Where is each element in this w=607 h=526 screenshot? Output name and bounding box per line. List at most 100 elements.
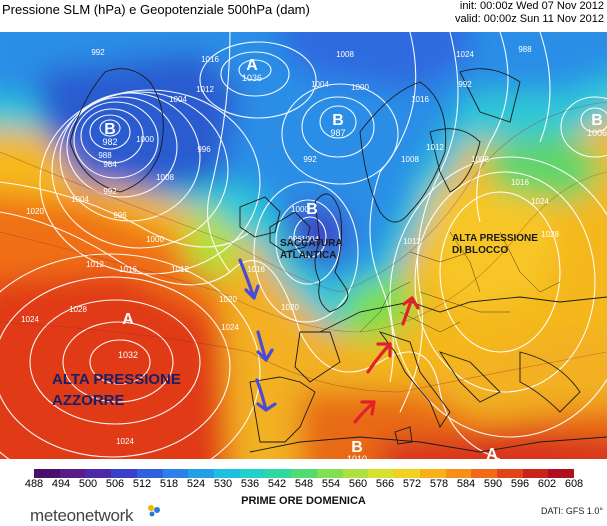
isobar-label: 1004 xyxy=(71,195,89,204)
geopotential-contours xyxy=(0,101,607,393)
low-pressure-value: 1010 xyxy=(347,454,367,459)
scale-tick: 512 xyxy=(132,478,152,490)
isobar-label: 984 xyxy=(103,160,117,169)
scale-swatch xyxy=(445,469,472,478)
scale-swatch xyxy=(548,469,575,478)
low-pressure-marker: B xyxy=(104,121,116,138)
isobar-label: 1008 xyxy=(336,50,354,59)
borders xyxy=(359,231,561,333)
scale-swatch xyxy=(188,469,215,478)
arrow-icon xyxy=(366,342,392,374)
warm-flow-arrows xyxy=(353,296,420,424)
isobar-label: 1016 xyxy=(201,55,219,64)
scale-tick: 584 xyxy=(456,478,476,490)
scale-caption: PRIME ORE DOMENICA xyxy=(241,495,366,507)
isobar-label: 1024 xyxy=(531,197,549,206)
scale-tick: 560 xyxy=(348,478,368,490)
scale-swatch xyxy=(59,469,86,478)
isobar-label: 1020 xyxy=(219,295,237,304)
low-pressure-value: 1006 xyxy=(587,128,607,138)
scale-swatch xyxy=(368,469,395,478)
blocco-label-line2: DI BLOCCO xyxy=(452,245,508,256)
color-scale xyxy=(34,469,575,478)
scale-swatch xyxy=(522,469,549,478)
saccatura-label-line1: SACCATURA xyxy=(280,238,343,249)
isobar-label: 1008 xyxy=(471,155,489,164)
isobar-label: 996 xyxy=(197,145,211,154)
scale-swatch xyxy=(136,469,163,478)
isobar-label: 1004 xyxy=(301,235,319,244)
isobar-label: 996 xyxy=(113,211,127,220)
scale-tick: 506 xyxy=(105,478,125,490)
high-pressure-marker: A xyxy=(486,446,498,459)
azzorre-label-line2: AZZORRE xyxy=(52,392,125,409)
scale-tick: 518 xyxy=(159,478,179,490)
scale-swatch xyxy=(162,469,189,478)
low-pressure-marker: B xyxy=(306,201,318,218)
scale-tick: 566 xyxy=(375,478,395,490)
scale-tick: 536 xyxy=(240,478,260,490)
isobar-label: 988 xyxy=(98,151,112,160)
scale-tick: 542 xyxy=(267,478,287,490)
scale-swatch xyxy=(394,469,420,478)
scale-swatch xyxy=(316,469,343,478)
isobar-label: 1028 xyxy=(541,230,559,239)
coastlines xyxy=(69,68,607,453)
init-time: init: 00:00z Wed 07 Nov 2012 xyxy=(459,0,604,12)
scale-tick: 488 xyxy=(24,478,44,490)
high-pressure-value: 1036 xyxy=(242,73,262,83)
data-source: DATI: GFS 1.0° xyxy=(541,506,603,516)
arrow-icon xyxy=(255,378,268,412)
scale-tick: 572 xyxy=(402,478,422,490)
scale-tick: 554 xyxy=(321,478,341,490)
isobar-label: 1016 xyxy=(511,178,529,187)
isobar-label: 1012 xyxy=(426,143,444,152)
scale-swatch xyxy=(419,469,446,478)
scale-tick: 548 xyxy=(294,478,314,490)
scale-swatch xyxy=(214,469,240,478)
high-pressure-marker: A xyxy=(122,311,134,328)
scale-tick: 590 xyxy=(483,478,503,490)
scale-tick: 602 xyxy=(537,478,557,490)
scale-swatch xyxy=(34,469,60,478)
isobar-label: 1000 xyxy=(146,235,164,244)
scale-tick: 524 xyxy=(186,478,206,490)
low-pressure-value: 982 xyxy=(102,137,117,147)
scale-swatch xyxy=(471,469,497,478)
isobar-label: 992 xyxy=(103,187,117,196)
scale-tick: 578 xyxy=(429,478,449,490)
isobar-label: 1012 xyxy=(403,237,421,246)
scale-swatch xyxy=(239,469,266,478)
isobar-label: 1000 xyxy=(136,135,154,144)
isobar-label: 1012 xyxy=(86,260,104,269)
isobar-label: 1016 xyxy=(119,265,137,274)
scale-swatch xyxy=(85,469,112,478)
low-pressure-marker: B xyxy=(332,112,344,129)
isobar-label: 1028 xyxy=(69,305,87,314)
high-pressure-value: 1032 xyxy=(118,350,138,360)
scale-swatch xyxy=(265,469,292,478)
valid-time: valid: 00:00z Sun 11 Nov 2012 xyxy=(454,13,604,25)
isobar-label: 1016 xyxy=(411,95,429,104)
isobar-label: 1024 xyxy=(116,437,134,446)
isobar-label: 1012 xyxy=(171,265,189,274)
isobar-label: 992 xyxy=(91,48,105,57)
pressure-centers: B 982 A 1036 B 987 B 1006 B A 1032 B 101… xyxy=(102,57,607,459)
map-title: Pressione SLM (hPa) e Geopotenziale 500h… xyxy=(2,2,310,17)
isobar-label: 1024 xyxy=(21,315,39,324)
weather-map: 992 1016 1012 1004 1000 984 988 992 996 … xyxy=(0,32,607,459)
isobar-label: 1004 xyxy=(169,95,187,104)
isobar-label: 1016 xyxy=(247,265,265,274)
high-pressure-marker: A xyxy=(246,57,258,74)
scale-swatch xyxy=(342,469,369,478)
isobar-label: 1000 xyxy=(351,83,369,92)
isobar-label: 992 xyxy=(458,80,472,89)
isobar-label: 996 xyxy=(288,235,302,244)
isobar-label: 988 xyxy=(518,45,532,54)
isobar-label: 1020 xyxy=(26,207,44,216)
low-pressure-marker: B xyxy=(351,439,363,456)
run-info: init: 00:00z Wed 07 Nov 2012 valid: 00:0… xyxy=(455,0,604,26)
isobar-label: 1024 xyxy=(456,50,474,59)
isobar-label: 1000 xyxy=(291,205,309,214)
brand-dots-icon xyxy=(148,505,160,517)
